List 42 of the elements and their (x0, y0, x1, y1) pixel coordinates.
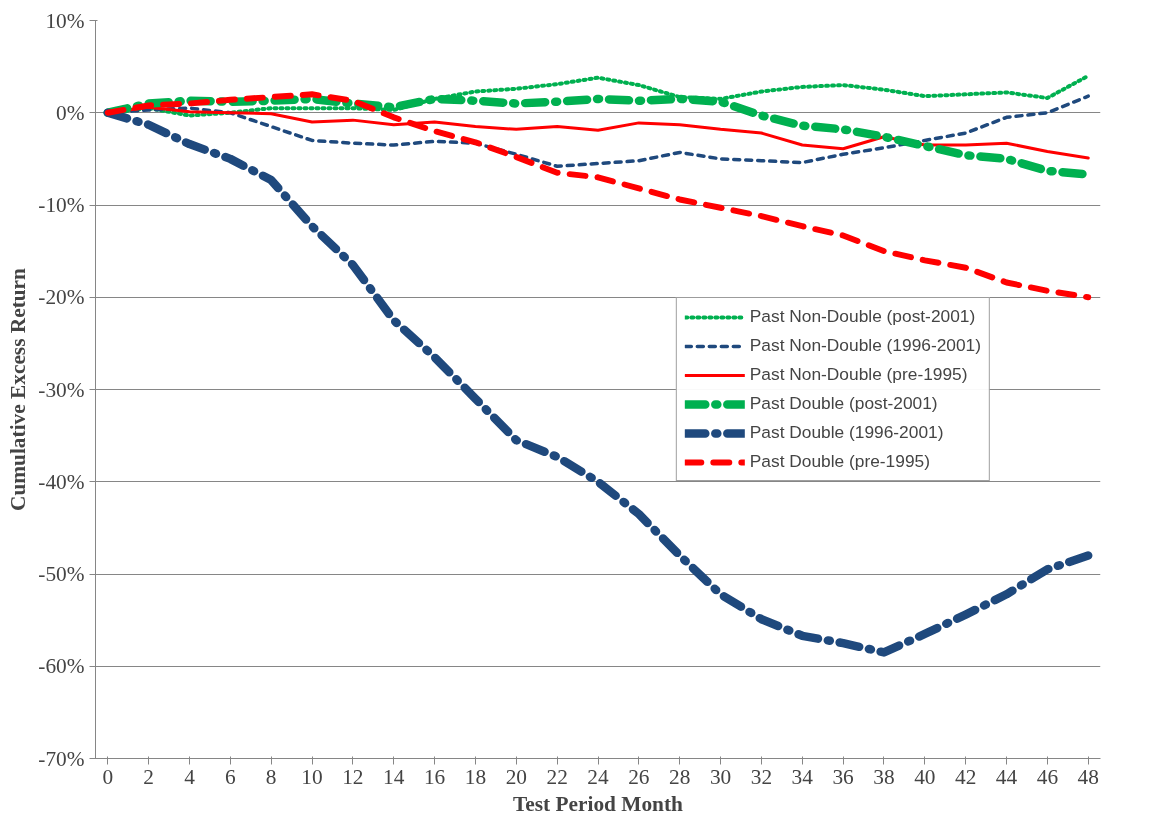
x-tick-label: 22 (546, 764, 568, 789)
x-tick-label: 20 (505, 764, 527, 789)
x-tick-label: 6 (224, 764, 236, 789)
legend-label: Past Non-Double (post-2001) (749, 306, 976, 327)
legend-label: Past Non-Double (1996-2001) (749, 335, 981, 356)
x-tick-label: 32 (750, 764, 773, 789)
legend-label: Past Double (pre-1995) (749, 451, 930, 472)
y-tick-label: -30% (38, 377, 85, 402)
legend-label: Past Double (post-2001) (749, 393, 938, 414)
y-axis-title: Cumulative Excess Return (6, 267, 31, 511)
x-tick-label: 44 (995, 764, 1018, 789)
y-tick-label: -40% (38, 469, 85, 494)
x-tick-label: 46 (1036, 764, 1059, 789)
x-tick-label: 42 (955, 764, 977, 789)
x-tick-label: 14 (383, 764, 405, 789)
x-tick-label: 8 (265, 764, 277, 789)
x-tick-label: 40 (914, 764, 936, 789)
y-tick-label: -20% (38, 285, 85, 310)
y-tick-label: -50% (38, 562, 85, 586)
y-tick-label: -10% (38, 193, 85, 217)
legend-label: Past Double (1996-2001) (749, 422, 944, 443)
x-tick-label: 24 (587, 764, 609, 789)
x-tick-label: 30 (709, 764, 732, 789)
x-tick-label: 28 (669, 764, 691, 789)
legend-label: Past Non-Double (pre-1995) (749, 364, 968, 385)
x-tick-label: 34 (791, 764, 814, 789)
y-tick-label: -70% (38, 746, 85, 771)
x-tick-label: 4 (184, 764, 196, 789)
x-tick-label: 16 (423, 764, 446, 789)
x-tick-label: 26 (628, 764, 650, 789)
x-tick-label: 38 (873, 764, 895, 789)
x-tick-label: 0 (102, 764, 114, 789)
y-tick-label: -60% (38, 654, 85, 679)
x-axis-title: Test Period Month (513, 791, 684, 816)
x-tick-label: 2 (143, 764, 154, 789)
x-tick-label: 10 (301, 764, 323, 789)
x-tick-label: 36 (832, 764, 855, 789)
y-tick-label: 10% (45, 8, 85, 33)
x-tick-label: 12 (342, 764, 364, 789)
x-tick-label: 18 (464, 764, 487, 789)
x-tick-label: 48 (1077, 764, 1099, 789)
y-tick-label: 0% (56, 100, 85, 125)
